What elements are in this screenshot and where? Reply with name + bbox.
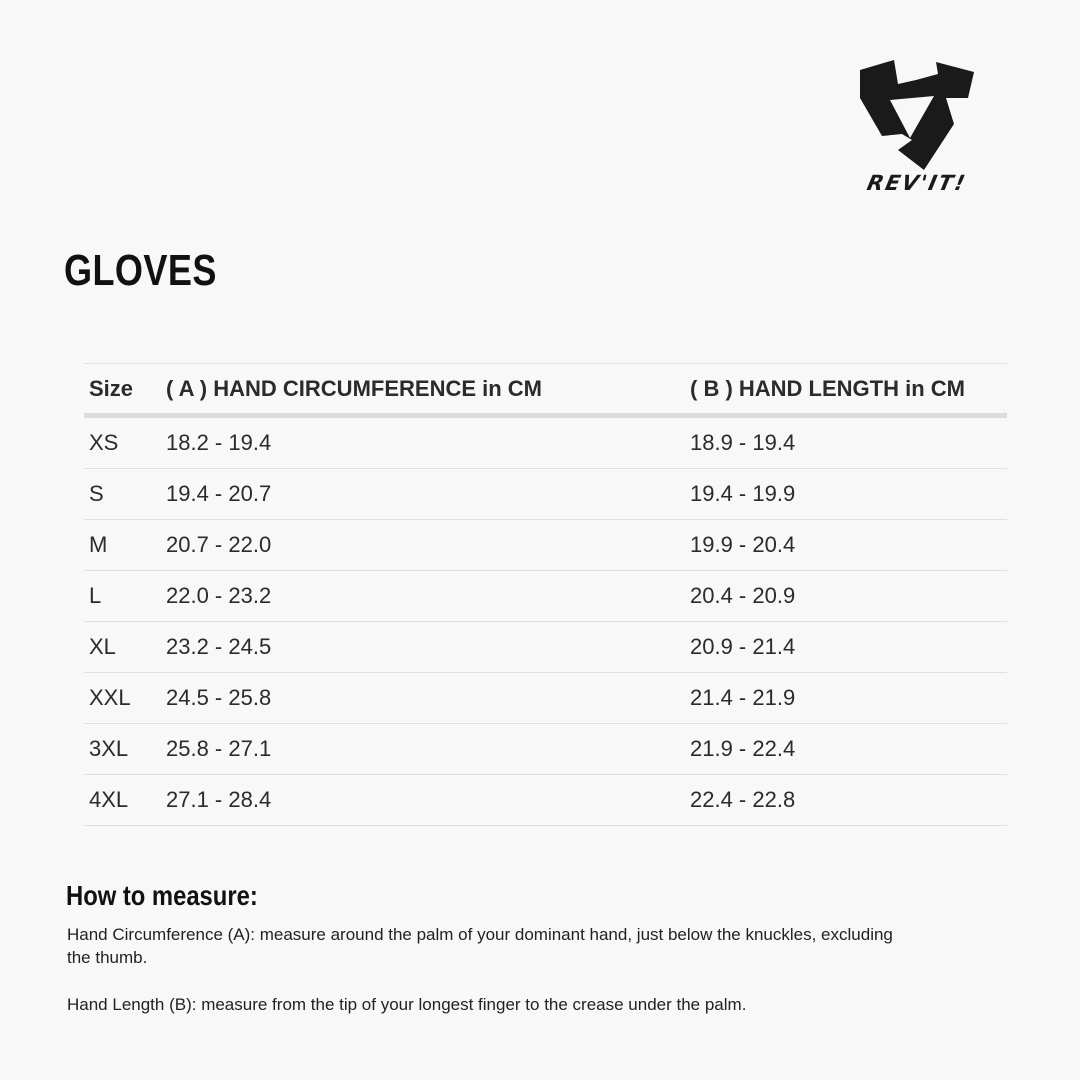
cell-circumference: 23.2 - 24.5 [161, 621, 685, 673]
table-row: L 22.0 - 23.2 20.4 - 20.9 [84, 570, 1007, 622]
cell-size: 4XL [84, 774, 161, 826]
cell-length: 21.9 - 22.4 [685, 723, 1007, 775]
table-row: M 20.7 - 22.0 19.9 - 20.4 [84, 519, 1007, 571]
cell-circumference: 27.1 - 28.4 [161, 774, 685, 826]
revit-shield-logo-icon [860, 60, 974, 170]
cell-size: 3XL [84, 723, 161, 775]
brand-wordmark: REV'IT! [864, 171, 970, 195]
cell-length: 18.9 - 19.4 [685, 415, 1007, 469]
cell-size: XS [84, 415, 161, 469]
table-row: XL 23.2 - 24.5 20.9 - 21.4 [84, 621, 1007, 673]
table-row: S 19.4 - 20.7 19.4 - 19.9 [84, 468, 1007, 520]
cell-size: S [84, 468, 161, 520]
table-row: 3XL 25.8 - 27.1 21.9 - 22.4 [84, 723, 1007, 775]
table-row: XS 18.2 - 19.4 18.9 - 19.4 [84, 415, 1007, 469]
cell-length: 20.4 - 20.9 [685, 570, 1007, 622]
cell-size: M [84, 519, 161, 571]
how-to-heading: How to measure: [66, 880, 258, 911]
table-header-row: Size ( A ) HAND CIRCUMFERENCE in CM ( B … [84, 363, 1007, 418]
cell-circumference: 18.2 - 19.4 [161, 415, 685, 469]
cell-circumference: 20.7 - 22.0 [161, 519, 685, 571]
cell-length: 19.4 - 19.9 [685, 468, 1007, 520]
cell-circumference: 22.0 - 23.2 [161, 570, 685, 622]
size-table: Size ( A ) HAND CIRCUMFERENCE in CM ( B … [84, 363, 1007, 826]
circumference-instructions: Hand Circumference (A): measure around t… [67, 925, 893, 967]
cell-circumference: 25.8 - 27.1 [161, 723, 685, 775]
cell-circumference: 24.5 - 25.8 [161, 672, 685, 724]
cell-length: 20.9 - 21.4 [685, 621, 1007, 673]
table-row: XXL 24.5 - 25.8 21.4 - 21.9 [84, 672, 1007, 724]
table-row: 4XL 27.1 - 28.4 22.4 - 22.8 [84, 774, 1007, 826]
cell-length: 21.4 - 21.9 [685, 672, 1007, 724]
cell-size: XL [84, 621, 161, 673]
page-title: GLOVES [64, 246, 217, 295]
brand-logo: REV'IT! [842, 58, 992, 198]
cell-size: L [84, 570, 161, 622]
cell-length: 22.4 - 22.8 [685, 774, 1007, 826]
header-length: ( B ) HAND LENGTH in CM [685, 363, 1007, 418]
cell-size: XXL [84, 672, 161, 724]
cell-circumference: 19.4 - 20.7 [161, 468, 685, 520]
length-instructions: Hand Length (B): measure from the tip of… [67, 995, 747, 1014]
header-circumference: ( A ) HAND CIRCUMFERENCE in CM [161, 363, 685, 418]
cell-length: 19.9 - 20.4 [685, 519, 1007, 571]
header-size: Size [84, 363, 161, 418]
